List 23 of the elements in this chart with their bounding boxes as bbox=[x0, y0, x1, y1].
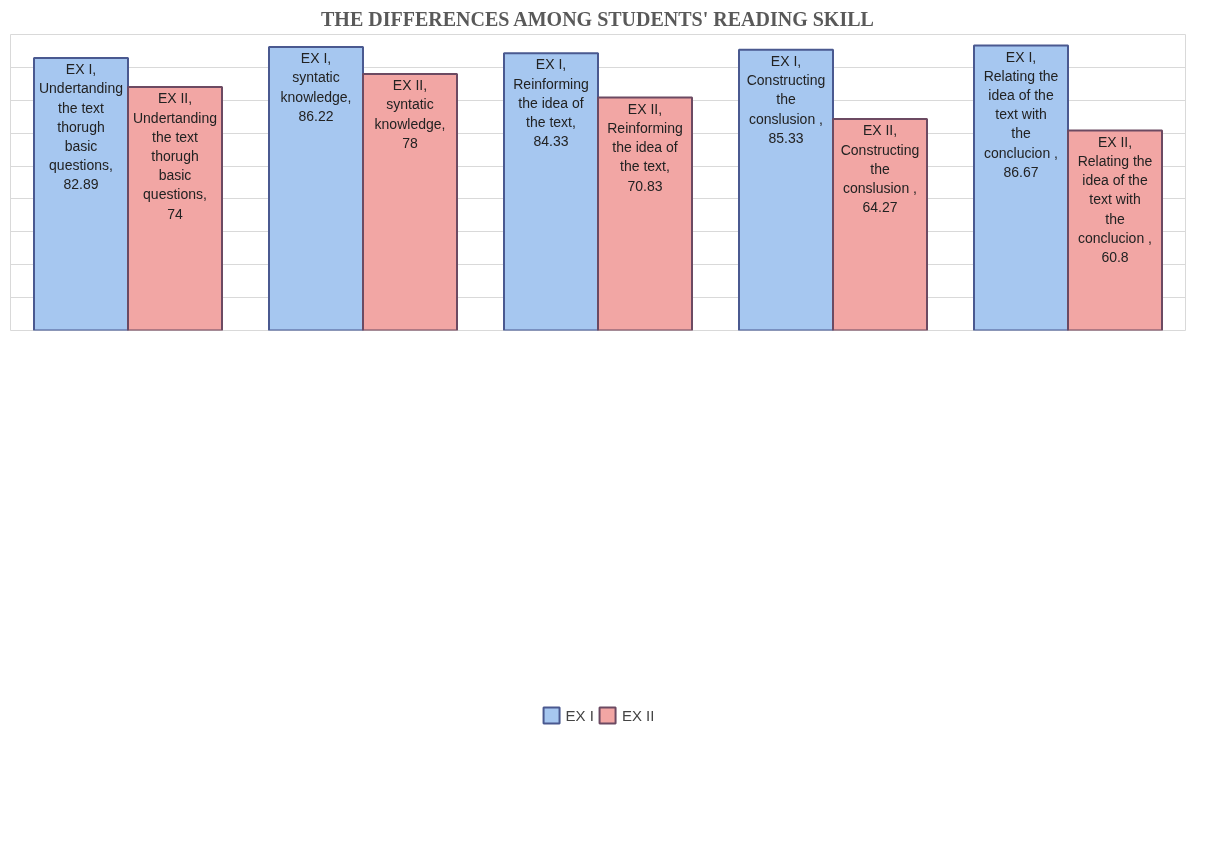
data-label: EX I, Relating the idea of the text with the conclucion , 86.67 bbox=[983, 48, 1059, 180]
data-label: EX I, syntatic knowledge, 86.22 bbox=[280, 50, 352, 124]
bar bbox=[597, 96, 693, 331]
bar bbox=[33, 56, 129, 331]
bar bbox=[268, 45, 364, 331]
bar bbox=[127, 86, 223, 331]
bar bbox=[362, 72, 458, 331]
bar bbox=[832, 118, 928, 331]
bar bbox=[973, 44, 1069, 331]
data-label: EX II, syntatic knowledge, 78 bbox=[374, 77, 446, 151]
bar bbox=[738, 48, 834, 331]
bar bbox=[1067, 129, 1163, 331]
chart-title: THE DIFFERENCES AMONG STUDENTS' READING SKILL bbox=[321, 7, 874, 30]
legend-label: EX II bbox=[621, 706, 655, 724]
data-label: EX I, Constructing the conslusion , 85.33 bbox=[746, 53, 826, 146]
data-label: EX II, Reinforming the idea of the text, 70.83 bbox=[607, 100, 683, 194]
data-label: EX II, Constructing the conslusion , 64.27 bbox=[840, 122, 920, 216]
bar bbox=[503, 52, 599, 331]
data-label: EX II, Relating the idea of the text with the conclucion , 60.8 bbox=[1077, 133, 1153, 265]
data-label: EX II, Undertanding the text thorugh basic questions, 74 bbox=[132, 90, 218, 222]
data-label: EX I, Reinforming the idea of the text, 84.33 bbox=[513, 56, 589, 150]
legend-label: EX I bbox=[565, 706, 594, 724]
data-label: EX I, Undertanding the text thorugh basic questions, 82.89 bbox=[38, 61, 124, 193]
